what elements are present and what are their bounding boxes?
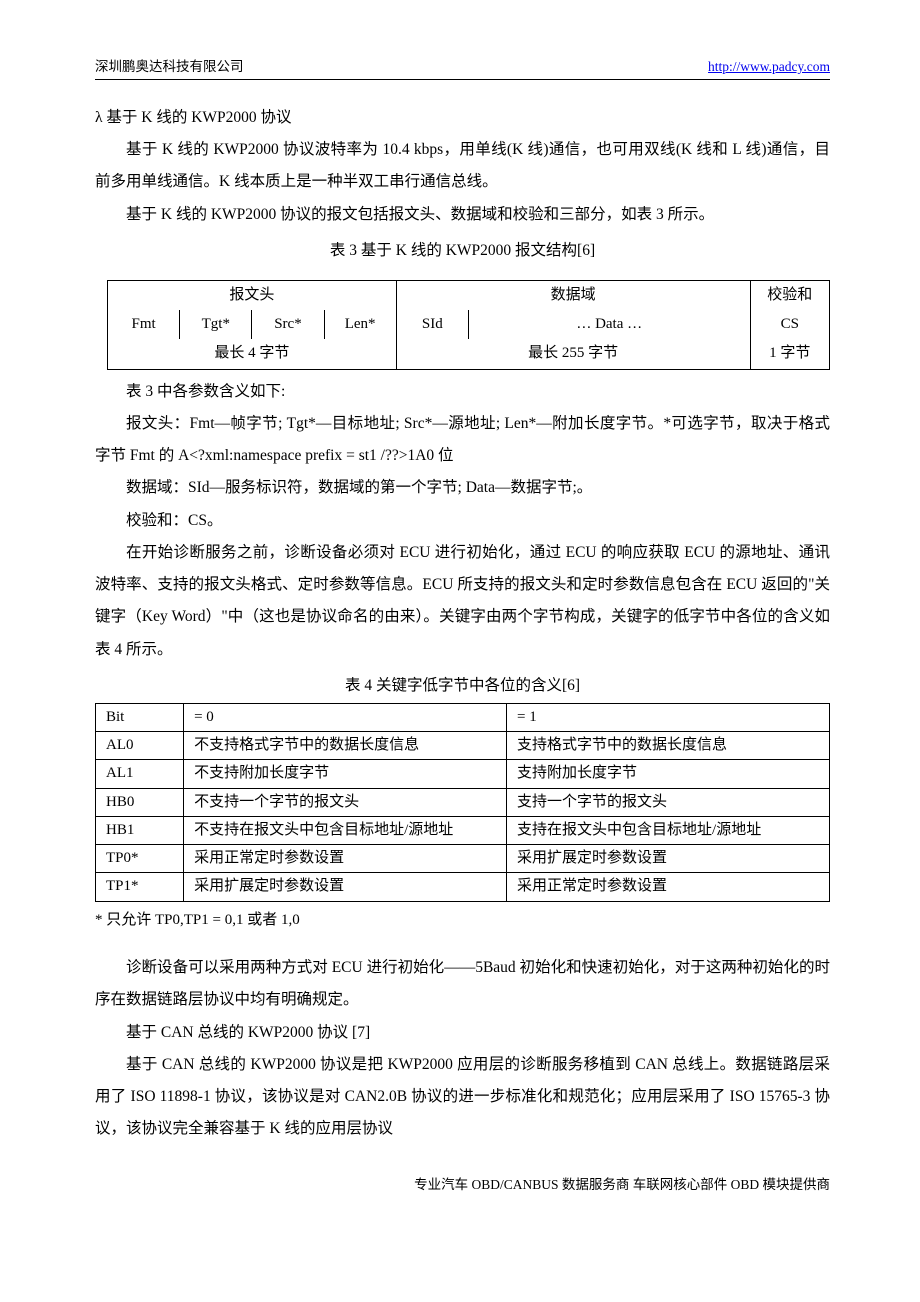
t4-h1: Bit (96, 703, 184, 731)
table4-header-row: Bit = 0 = 1 (96, 703, 830, 731)
spacer (95, 266, 830, 272)
t3-r2c6: … Data … (468, 310, 750, 339)
t4-r1c2: 不支持附加长度字节 (184, 760, 507, 788)
t3-r3c3: 1 字节 (750, 339, 829, 369)
section3-p1: 诊断设备可以采用两种方式对 ECU 进行初始化——5Baud 初始化和快速初始化… (95, 952, 830, 1016)
t3-r2c5: SId (396, 310, 468, 339)
company-url-link[interactable]: http://www.padcy.com (708, 59, 830, 74)
t4-r0c3: 支持格式字节中的数据长度信息 (507, 732, 830, 760)
page-footer: 专业汽车 OBD/CANBUS 数据服务商 车联网核心部件 OBD 模块提供商 (95, 1173, 830, 1193)
table-row: TP1* 采用扩展定时参数设置 采用正常定时参数设置 (96, 873, 830, 901)
table4-wrap: Bit = 0 = 1 AL0 不支持格式字节中的数据长度信息 支持格式字节中的… (95, 703, 830, 902)
t4-r2c1: HB0 (96, 788, 184, 816)
table3: 报文头 数据域 校验和 Fmt Tgt* Src* Len* SId … Dat… (107, 280, 830, 370)
t4-r0c1: AL0 (96, 732, 184, 760)
table4-caption: 表 4 关键字低字节中各位的含义[6] (95, 670, 830, 701)
section2-p5: 在开始诊断服务之前，诊断设备必须对 ECU 进行初始化，通过 ECU 的响应获取… (95, 537, 830, 666)
section1-p1: 基于 K 线的 KWP2000 协议波特率为 10.4 kbps，用单线(K 线… (95, 134, 830, 198)
t4-r0c2: 不支持格式字节中的数据长度信息 (184, 732, 507, 760)
section2-p1: 表 3 中各参数含义如下: (95, 376, 830, 408)
t4-h2: = 0 (184, 703, 507, 731)
t3-r2c1: Fmt (108, 310, 180, 339)
table4: Bit = 0 = 1 AL0 不支持格式字节中的数据长度信息 支持格式字节中的… (95, 703, 830, 902)
t4-r2c3: 支持一个字节的报文头 (507, 788, 830, 816)
t4-r3c2: 不支持在报文头中包含目标地址/源地址 (184, 816, 507, 844)
t3-r1c2: 数据域 (396, 280, 750, 310)
t4-h3: = 1 (507, 703, 830, 731)
table-row: AL1 不支持附加长度字节 支持附加长度字节 (96, 760, 830, 788)
table-row: AL0 不支持格式字节中的数据长度信息 支持格式字节中的数据长度信息 (96, 732, 830, 760)
section2-p4: 校验和：CS。 (95, 505, 830, 537)
table-row: HB0 不支持一个字节的报文头 支持一个字节的报文头 (96, 788, 830, 816)
t4-r5c1: TP1* (96, 873, 184, 901)
t4-r1c3: 支持附加长度字节 (507, 760, 830, 788)
table-row: TP0* 采用正常定时参数设置 采用扩展定时参数设置 (96, 845, 830, 873)
company-url-wrap: http://www.padcy.com (708, 59, 830, 75)
t4-r2c2: 不支持一个字节的报文头 (184, 788, 507, 816)
t3-r1c1: 报文头 (108, 280, 397, 310)
section2-p3: 数据域：SId―服务标识符，数据域的第一个字节; Data―数据字节;。 (95, 472, 830, 504)
header-divider (95, 79, 830, 80)
t3-r3c2: 最长 255 字节 (396, 339, 750, 369)
table3-caption: 表 3 基于 K 线的 KWP2000 报文结构[6] (95, 235, 830, 266)
document-page: 深圳鹏奥达科技有限公司 http://www.padcy.com λ 基于 K … (0, 0, 920, 1248)
section1-p2: 基于 K 线的 KWP2000 协议的报文包括报文头、数据域和校验和三部分，如表… (95, 199, 830, 231)
t3-r2c4: Len* (324, 310, 396, 339)
t4-r3c3: 支持在报文头中包含目标地址/源地址 (507, 816, 830, 844)
table4-footnote: * 只允许 TP0,TP1 = 0,1 或者 1,0 (95, 906, 830, 935)
t4-r4c3: 采用扩展定时参数设置 (507, 845, 830, 873)
spacer (95, 934, 830, 952)
t4-r3c1: HB1 (96, 816, 184, 844)
table3-wrap: 报文头 数据域 校验和 Fmt Tgt* Src* Len* SId … Dat… (107, 280, 830, 370)
table3-row2: Fmt Tgt* Src* Len* SId … Data … CS (108, 310, 830, 339)
t4-r1c1: AL1 (96, 760, 184, 788)
section3-p3: 基于 CAN 总线的 KWP2000 协议是把 KWP2000 应用层的诊断服务… (95, 1049, 830, 1146)
t3-r2c2: Tgt* (180, 310, 252, 339)
section1-heading: λ 基于 K 线的 KWP2000 协议 (95, 102, 830, 134)
t3-r3c1: 最长 4 字节 (108, 339, 397, 369)
table3-row3: 最长 4 字节 最长 255 字节 1 字节 (108, 339, 830, 369)
t4-r4c1: TP0* (96, 845, 184, 873)
t4-r5c3: 采用正常定时参数设置 (507, 873, 830, 901)
page-header: 深圳鹏奥达科技有限公司 http://www.padcy.com (95, 55, 830, 75)
section2-p2: 报文头：Fmt―帧字节; Tgt*―目标地址; Src*―源地址; Len*―附… (95, 408, 830, 472)
section3-p2: 基于 CAN 总线的 KWP2000 协议 [7] (95, 1017, 830, 1049)
t4-r4c2: 采用正常定时参数设置 (184, 845, 507, 873)
company-name: 深圳鹏奥达科技有限公司 (95, 55, 244, 75)
t3-r2c3: Src* (252, 310, 324, 339)
t4-r5c2: 采用扩展定时参数设置 (184, 873, 507, 901)
t3-r1c3: 校验和 (750, 280, 829, 310)
table-row: HB1 不支持在报文头中包含目标地址/源地址 支持在报文头中包含目标地址/源地址 (96, 816, 830, 844)
t3-r2c7: CS (750, 310, 829, 339)
table3-row1: 报文头 数据域 校验和 (108, 280, 830, 310)
